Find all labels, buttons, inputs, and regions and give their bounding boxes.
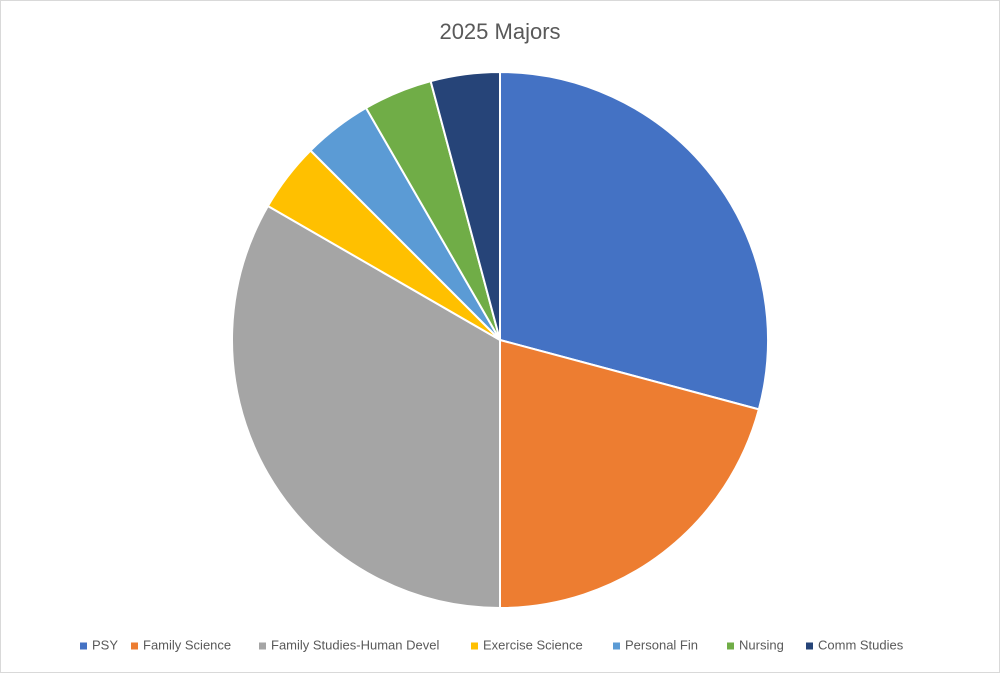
legend-label: Exercise Science <box>483 637 583 652</box>
legend-swatch <box>259 642 266 650</box>
legend-swatch <box>727 642 734 650</box>
legend-swatch <box>131 642 138 650</box>
legend-label: PSY <box>92 637 118 652</box>
legend-label: Comm Studies <box>818 637 904 652</box>
pie-slice <box>499 338 761 610</box>
legend-label: Nursing <box>739 637 784 652</box>
legend-label: Personal Fin <box>625 637 698 652</box>
legend-swatch <box>613 642 620 650</box>
chart-title: 2025 Majors <box>439 19 560 44</box>
legend-label: Family Studies-Human Devel <box>271 637 439 652</box>
legend-swatch <box>806 642 813 650</box>
legend-swatch <box>471 642 478 650</box>
pie-slice <box>231 204 501 610</box>
legend-swatch <box>80 642 87 650</box>
legend-label: Family Science <box>143 637 231 652</box>
pie-slice <box>499 70 769 411</box>
pie-slice <box>429 70 501 341</box>
